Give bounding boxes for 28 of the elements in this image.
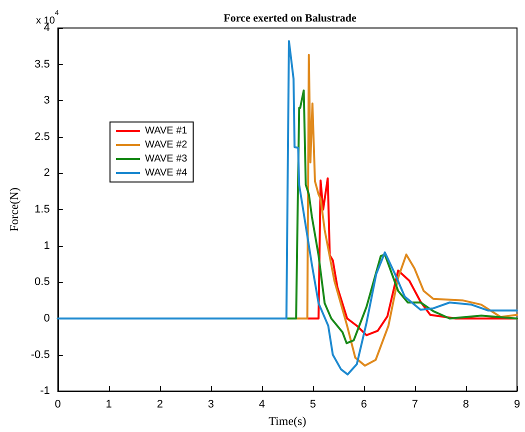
x-tick-label: 2 xyxy=(156,398,163,411)
y-tick-label: 3.5 xyxy=(34,58,50,70)
x-tick-label: 4 xyxy=(258,398,265,411)
y-axis-title: Force(N) xyxy=(7,188,21,232)
legend-label: WAVE #3 xyxy=(145,154,188,164)
y-tick-label: 2.5 xyxy=(34,130,50,143)
x-tick-label: 3 xyxy=(208,398,214,411)
y-tick-label: -1 xyxy=(40,385,50,398)
y-tick-label: 3 xyxy=(44,94,50,107)
x-tick-label: 1 xyxy=(106,398,112,411)
y-tick-label: 4 xyxy=(44,22,50,34)
y-tick-label: 0 xyxy=(44,312,50,324)
y-tick-label: 2 xyxy=(44,167,50,180)
y-tick-label: 1 xyxy=(44,240,50,252)
legend-label: WAVE #2 xyxy=(145,140,188,150)
x-tick-label: 7 xyxy=(412,398,418,411)
x-tick-label: 9 xyxy=(514,398,520,411)
y-tick-label: 0.5 xyxy=(34,276,50,288)
legend-label: WAVE #1 xyxy=(145,126,188,136)
y-tick-label: -0.5 xyxy=(30,348,50,361)
x-axis-title: Time(s) xyxy=(268,414,306,428)
x-tick-label: 5 xyxy=(310,398,316,411)
x-tick-label: 0 xyxy=(54,398,61,411)
x-tick-label: 6 xyxy=(360,398,368,411)
x-tick-label: 8 xyxy=(462,398,470,411)
y-tick-label: 1.5 xyxy=(34,204,50,216)
chart-title: Force exerted on Balustrade xyxy=(224,12,356,24)
legend-label: WAVE #4 xyxy=(145,168,188,178)
